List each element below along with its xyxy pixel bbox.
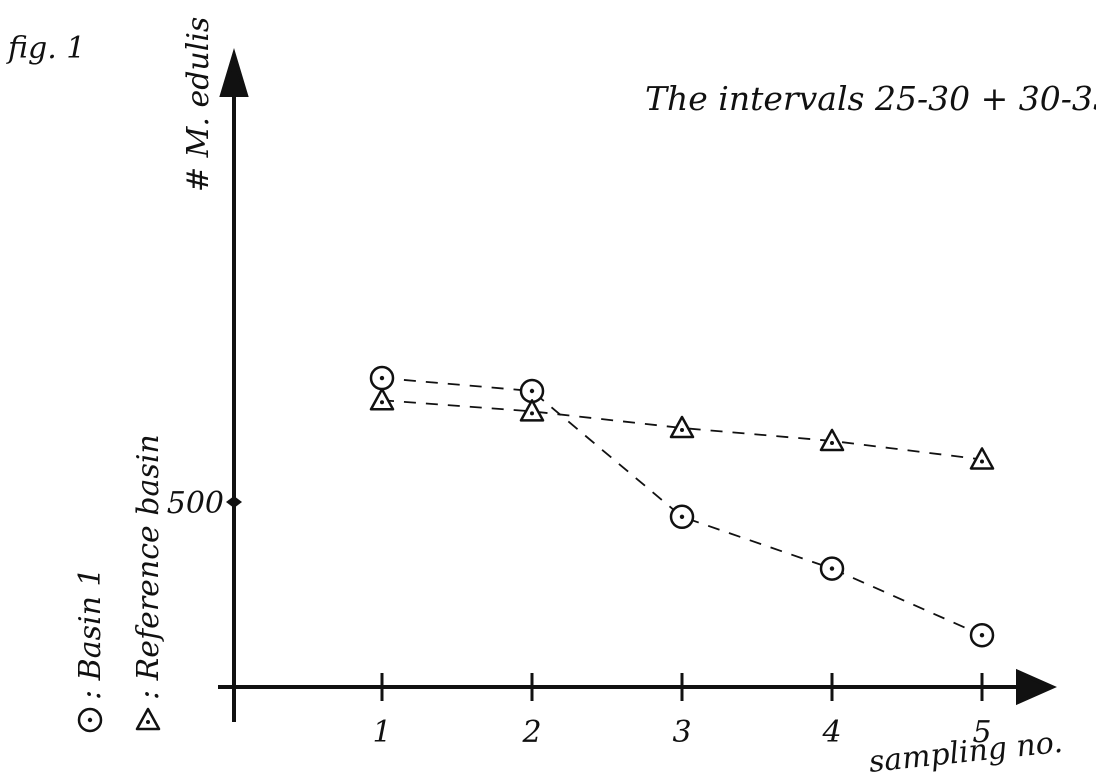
point-basin-1-5	[969, 622, 995, 648]
point-reference-basin-1	[369, 388, 395, 411]
legend-label-basin-1: : Basin 1	[73, 567, 108, 700]
y-axis-label: # M. edulis	[181, 17, 216, 192]
legend-item-reference-basin: : Reference basin	[131, 434, 166, 731]
point-basin-1-4	[819, 556, 845, 581]
x-axis-arrowhead	[1016, 668, 1057, 706]
series-layer	[369, 365, 995, 648]
legend-symbol-reference-basin	[135, 707, 161, 731]
figure-label: fig. 1	[6, 31, 85, 66]
series-basin-1	[369, 365, 995, 648]
legend: : Basin 1 : Reference basin	[73, 434, 166, 733]
y-ticks: 500	[167, 486, 242, 521]
x-tick-label-3: 3	[672, 715, 691, 750]
y-axis-arrowhead	[219, 48, 249, 97]
series-line-basin-1	[381, 377, 983, 637]
y-tick-mark-500	[226, 496, 242, 508]
legend-label-reference-basin: : Reference basin	[131, 434, 166, 700]
x-tick-label-2: 2	[521, 715, 541, 750]
chart-title: The intervals 25-30 + 30-35	[645, 79, 1096, 118]
point-reference-basin-5	[969, 447, 995, 470]
y-tick-label-500: 500	[167, 486, 224, 521]
point-reference-basin-4	[819, 428, 845, 452]
point-basin-1-2	[519, 378, 545, 404]
legend-item-basin-1: : Basin 1	[73, 567, 108, 733]
point-basin-1-3	[669, 504, 695, 530]
point-reference-basin-3	[669, 415, 695, 439]
legend-symbol-basin-1	[77, 707, 103, 733]
series-reference-basin	[369, 388, 995, 470]
point-basin-1-1	[369, 365, 395, 391]
x-tick-label-1: 1	[372, 715, 391, 750]
x-tick-label-4: 4	[821, 715, 841, 750]
x-tick-label-5: 5	[972, 715, 991, 750]
x-axis-label: sampling no.	[867, 725, 1064, 780]
x-ticks: 1 2 3 4 5	[372, 673, 992, 750]
point-reference-basin-2	[519, 399, 545, 422]
axes	[218, 48, 1057, 722]
